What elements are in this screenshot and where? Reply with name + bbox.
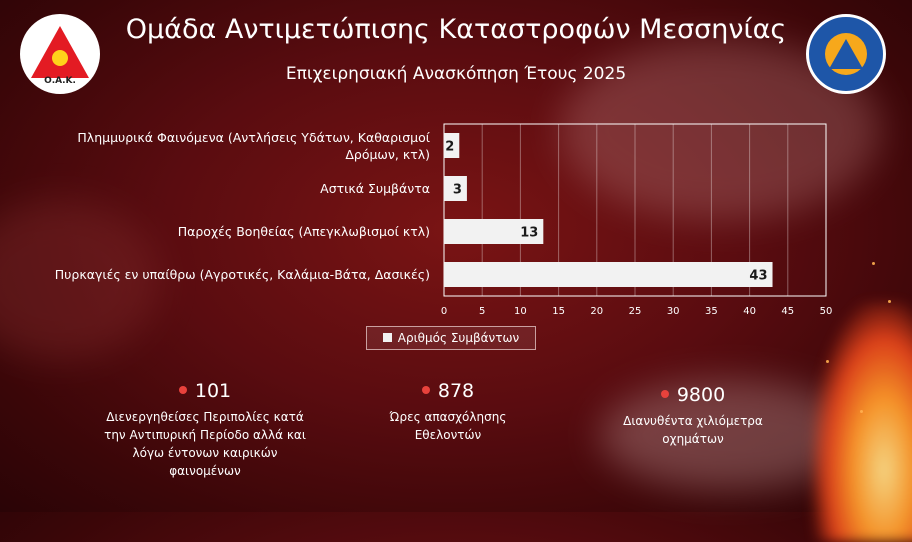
page-title: Ομάδα Αντιμετώπισης Καταστροφών Μεσσηνία… [125, 14, 787, 45]
kpi-block: 9800 Διανυθέντα χιλιόμετρα οχημάτων [593, 384, 793, 448]
x-tick-label: 25 [628, 306, 642, 317]
bar-chart: 2 3 13 43 [443, 123, 827, 297]
kpi-label-line: Εθελοντών [414, 428, 482, 442]
data-label: 2 [445, 140, 454, 155]
x-tick-label: 35 [705, 306, 718, 317]
legend-swatch [382, 333, 392, 342]
kpi-value: 878 [358, 380, 538, 402]
civil-protection-triangle-icon [829, 39, 863, 69]
oak-logo: Ο.Α.Κ. [20, 14, 100, 94]
ember [860, 410, 863, 413]
page-subtitle: Επιχειρησιακή Ανασκόπηση Έτους 2025 [285, 64, 627, 84]
civil-protection-logo [806, 14, 886, 94]
category-label: Πυρκαγιές εν υπαίθρω (Αγροτικές, Καλάμια… [55, 266, 430, 283]
bar [444, 176, 467, 201]
kpi-value: 101 [95, 380, 315, 402]
x-tick-label: 0 [440, 306, 448, 317]
kpi-label-line: φαινομένων [169, 464, 241, 478]
kpi-label-line: Διενεργηθείσες Περιπολίες κατά [106, 410, 304, 424]
category-label: Παροχές Βοηθείας (Απεγκλωβισμοί κτλ) [178, 223, 430, 240]
kpi-value: 9800 [593, 384, 793, 406]
bullet-dot-icon [421, 386, 430, 394]
category-label-line: Αστικά Συμβάντα [320, 181, 430, 196]
category-label-line: Παροχές Βοηθείας (Απεγκλωβισμοί κτλ) [177, 224, 430, 239]
kpi-label-line: οχημάτων [662, 432, 724, 446]
bullet-dot-icon [660, 390, 669, 398]
kpi-number: 101 [194, 380, 232, 402]
category-label-line: Δρόμων, κτλ) [345, 146, 430, 162]
x-tick-label: 45 [781, 306, 795, 317]
x-tick-label: 10 [514, 306, 527, 317]
fire-decoration [812, 302, 912, 542]
bar [444, 133, 460, 158]
kpi-block: 101 Διενεργηθείσες Περιπολίες κατά την Αντ… [95, 380, 315, 480]
chart-legend: Αριθμός Συμβάντων [366, 326, 536, 350]
kpi-label: Διανυθέντα χιλιόμετρα οχημάτων [593, 412, 793, 448]
x-tick-label: 15 [552, 306, 565, 317]
bar [444, 219, 544, 244]
kpi-label: Διενεργηθείσες Περιπολίες κατά την Αντιπυ… [95, 408, 315, 480]
plot-frame [443, 123, 827, 297]
smoke-bg [0, 200, 160, 360]
oak-logo-text: Ο.Α.Κ. [44, 76, 76, 86]
kpi-number: 878 [437, 380, 475, 402]
x-tick-label: 30 [666, 306, 680, 317]
kpi-label: Ώρες απασχόλησης Εθελοντών [358, 408, 538, 444]
category-label-line: Πυρκαγιές εν υπαίθρω (Αγροτικές, Καλάμια… [54, 267, 430, 282]
x-tick-label: 20 [590, 306, 604, 317]
kpi-number: 9800 [676, 384, 726, 406]
kpi-label-line: την Αντιπυρική Περίοδο αλλά και [104, 428, 306, 442]
legend-label: Αριθμός Συμβάντων [397, 331, 520, 345]
data-label: 13 [520, 226, 538, 241]
bullet-dot-icon [178, 386, 187, 394]
x-tick-label: 5 [479, 306, 486, 317]
ember [826, 360, 829, 363]
category-label: Αστικά Συμβάντα [320, 180, 430, 197]
bar [444, 262, 773, 287]
kpi-label-line: Ώρες απασχόλησης [389, 410, 507, 424]
kpi-block: 878 Ώρες απασχόλησης Εθελοντών [358, 380, 538, 444]
kpi-label-line: λόγω έντονων καιρικών [132, 446, 278, 460]
x-tick-label: 50 [819, 306, 833, 317]
oak-emblem-icon [52, 50, 68, 66]
data-label: 3 [453, 183, 462, 198]
x-tick-label: 40 [743, 306, 756, 317]
data-label: 43 [749, 269, 767, 284]
category-label: Πλημμυρικά Φαινόμενα (Αντλήσεις Υδάτων, … [77, 129, 430, 163]
ember [888, 300, 891, 303]
category-label-line: Πλημμυρικά Φαινόμενα (Αντλήσεις Υδάτων, … [77, 129, 430, 145]
kpi-label-line: Διανυθέντα χιλιόμετρα [623, 414, 763, 428]
ember [872, 262, 875, 265]
